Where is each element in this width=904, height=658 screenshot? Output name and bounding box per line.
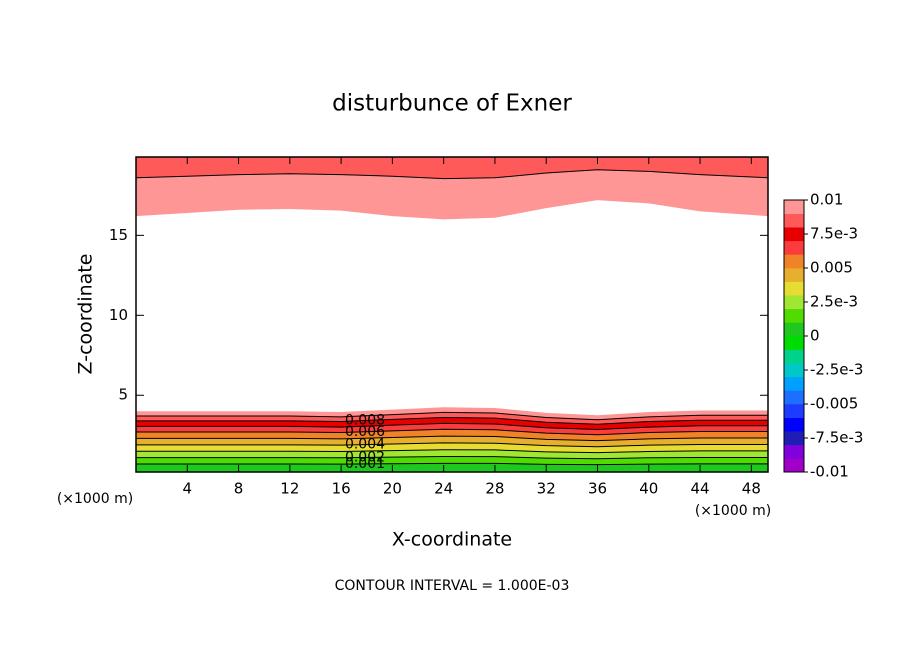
contour-line (136, 411, 768, 421)
colorbar-band (784, 363, 804, 378)
x-tick-label: 48 (742, 480, 761, 498)
colorbar-band (784, 417, 804, 432)
colorbar-band (784, 322, 804, 337)
x-axis-title: X-coordinate (392, 529, 512, 551)
plot-frame (135, 156, 769, 473)
contour-label: 0.002 (345, 449, 385, 465)
y-axis-title: Z-coordinate (75, 254, 97, 375)
contour-label: 0.006 (345, 424, 385, 440)
colorbar-band (784, 268, 804, 282)
x-tick-label: 20 (383, 480, 402, 498)
y-tick-label: 5 (118, 386, 128, 404)
x-tick-label: 8 (234, 480, 244, 498)
contour-line (136, 462, 768, 466)
colorbar-band (784, 376, 804, 391)
colorbar-tick-label: 7.5e-3 (810, 225, 858, 243)
contour-line (136, 428, 768, 436)
x-tick-label: 32 (537, 480, 556, 498)
contour-line (136, 416, 768, 425)
contour-line (136, 422, 768, 430)
x-tick-label: 28 (485, 480, 504, 498)
contour-label: 0.001 (345, 456, 385, 472)
colorbar-tick-label: -2.5e-3 (810, 361, 863, 379)
contour-fill (136, 157, 768, 179)
contour-line (135, 169, 769, 180)
colorbar-tick-label: 2.5e-3 (810, 293, 858, 311)
colorbar-tick-label: -0.01 (810, 463, 849, 481)
colorbar-band (784, 390, 804, 405)
colorbar-band (784, 444, 804, 459)
colorbar-band (784, 404, 804, 418)
colorbar-tick-label: 0.005 (810, 259, 853, 277)
colorbar-tick-label: 0.01 (810, 191, 843, 209)
x-unit-right: (×1000 m) (695, 503, 771, 519)
colorbar-band (784, 254, 804, 269)
colorbar-band (784, 295, 804, 310)
colorbar-band (784, 336, 804, 350)
y-tick-label: 10 (109, 306, 128, 324)
contour-label: 0.004 (345, 437, 385, 453)
colorbar-tick-label: -7.5e-3 (810, 429, 863, 447)
contour-line (136, 442, 768, 448)
colorbar-tick-label: 0 (810, 327, 820, 345)
x-unit-left: (×1000 m) (57, 491, 133, 507)
contour-line (136, 455, 768, 460)
chart-title: disturbunce of Exner (332, 91, 572, 117)
x-tick-label: 4 (183, 480, 193, 498)
colorbar-band (784, 227, 804, 242)
colorbar-band (784, 458, 804, 473)
x-tick-label: 12 (280, 480, 299, 498)
colorbar-band (784, 213, 804, 228)
x-tick-label: 16 (332, 480, 351, 498)
colorbar-band (784, 240, 804, 255)
colorbar-band (784, 308, 804, 323)
colorbar: -0.01 -7.5e-3 -0.005 -2.5e-3 0 2.5e-3 0.005 7.5… (783, 191, 863, 481)
colorbar-band (784, 431, 804, 446)
x-tick-label: 24 (434, 480, 453, 498)
colorbar-band (784, 349, 804, 364)
colorbar-band (784, 200, 804, 214)
contour-line (136, 449, 768, 454)
y-tick-label: 15 (109, 226, 128, 244)
x-tick-label: 36 (588, 480, 607, 498)
x-tick-label: 40 (639, 480, 658, 498)
x-tick-label: 44 (691, 480, 710, 498)
contour-interval-note: CONTOUR INTERVAL = 1.000E-03 (335, 578, 570, 594)
contour-fill (136, 463, 768, 472)
colorbar-tick-label: -0.005 (810, 395, 858, 413)
colorbar-band (784, 281, 804, 296)
contour-line (136, 435, 768, 442)
